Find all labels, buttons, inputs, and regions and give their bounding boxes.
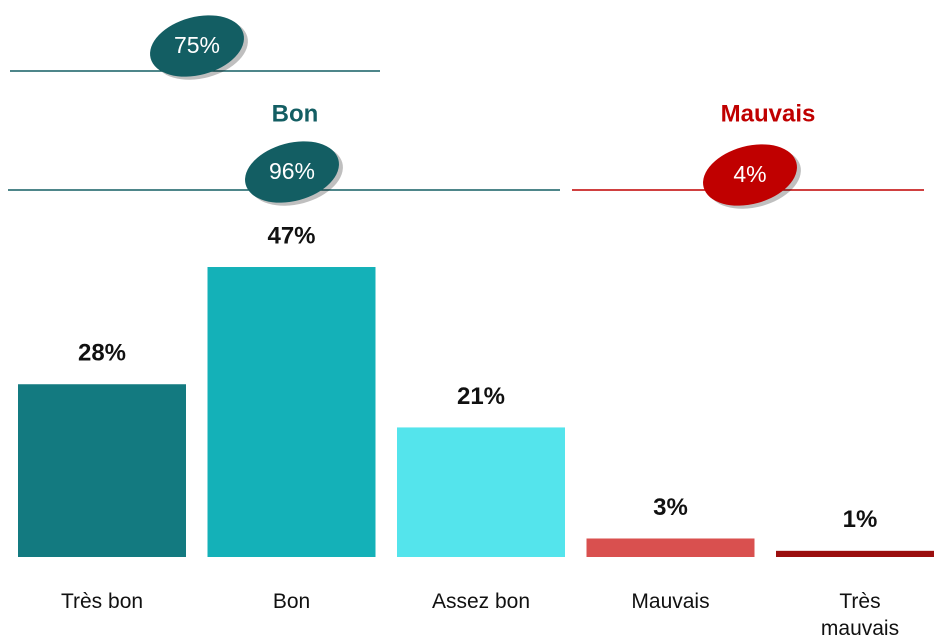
bar [18,384,186,557]
group-badge [150,15,244,77]
x-tick-label: Mauvais [631,590,710,613]
x-tick-label: Bon [272,590,311,613]
value-label: 1% [843,506,878,533]
bar [397,427,565,557]
group-label: 96% [269,158,315,184]
value-label: 28% [78,340,126,367]
x-tick-label: Assez bon [431,590,531,613]
value-label: 47% [267,222,315,249]
group-badge [703,144,797,206]
x-tick-label: Très mauvais [820,590,900,640]
value-label: 3% [653,494,688,521]
bar [207,267,376,557]
bar [776,550,934,557]
group-title: Bon [272,100,319,127]
bar [586,538,755,557]
x-tick-label: Très bon [60,590,144,613]
group-label: 75% [174,32,220,58]
group-title: Mauvais [721,100,816,127]
value-label: 21% [457,383,505,410]
group-badge [245,141,339,203]
group-label: 4% [733,161,766,187]
